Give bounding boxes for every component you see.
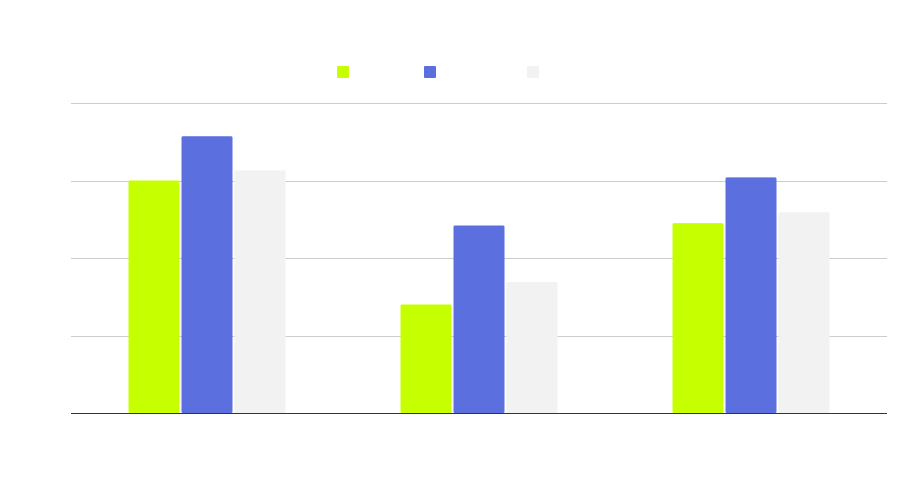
bar-series-1-category-1[interactable] (128, 180, 180, 414)
bar-series-3-category-3[interactable] (778, 212, 830, 413)
bar-series-2-category-3[interactable] (725, 177, 777, 413)
bar-series-2-category-2[interactable] (453, 225, 505, 414)
bar-series-1-category-2[interactable] (400, 304, 452, 414)
legend-swatch-3[interactable] (527, 66, 539, 78)
legend-swatch-1[interactable] (337, 66, 349, 78)
bar-series-1-category-3[interactable] (672, 223, 724, 413)
bar-series-3-category-1[interactable] (234, 170, 286, 413)
bar-series-3-category-2[interactable] (506, 282, 558, 413)
bar-series-2-category-1[interactable] (181, 136, 233, 414)
bars (128, 136, 830, 414)
legend (337, 66, 539, 78)
legend-swatch-2[interactable] (424, 66, 436, 78)
